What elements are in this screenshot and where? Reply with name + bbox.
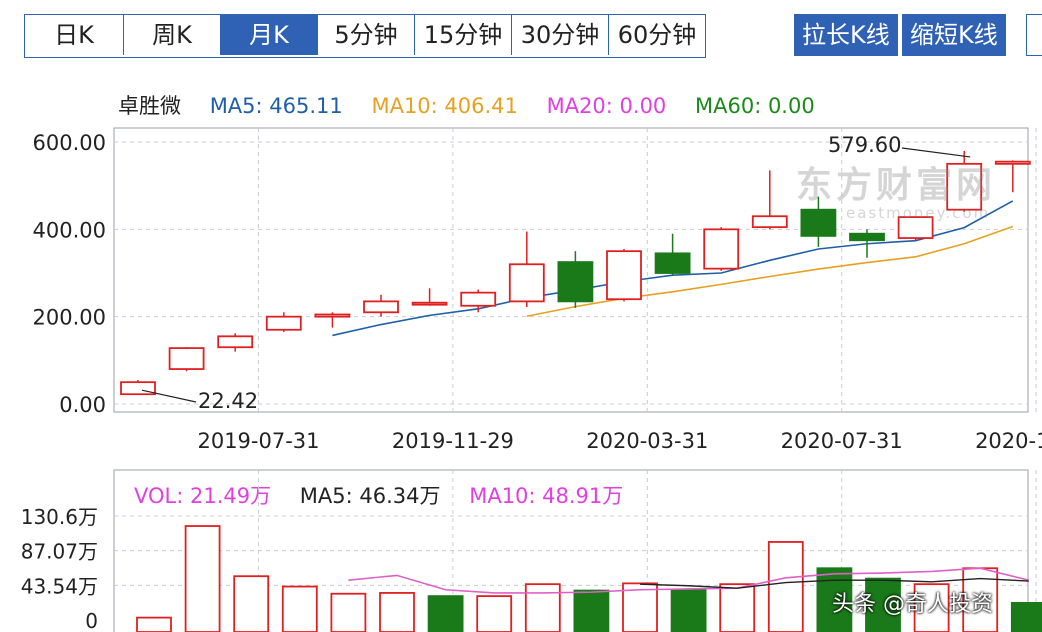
candle-body xyxy=(557,261,594,303)
date-tick-label: 2020-07-31 xyxy=(781,429,903,453)
vol-ma5-legend: MA5: 46.34万 xyxy=(299,484,441,508)
volume-bar xyxy=(622,582,658,632)
candle-body xyxy=(168,347,205,370)
volume-bar xyxy=(573,589,610,632)
volume-bar xyxy=(719,583,756,632)
price-tick-label: 200.00 xyxy=(33,306,106,330)
volume-bar xyxy=(1010,601,1042,632)
stock-name: 卓胜微 xyxy=(118,94,181,118)
ma60-legend: MA60: 0.00 xyxy=(694,94,815,118)
date-tick-label: 2019-07-31 xyxy=(197,429,319,453)
volume-bar xyxy=(330,592,367,632)
date-tick-label: 2020-11-30 xyxy=(975,429,1042,453)
shorten-kline-button[interactable]: 缩短K线 xyxy=(902,14,1006,56)
low-annotation-pointer xyxy=(141,389,197,403)
candle-body xyxy=(606,250,642,301)
volume-tick-label: 0 xyxy=(85,609,98,632)
tab-30min[interactable]: 30分钟 xyxy=(512,15,609,55)
ma10-line xyxy=(526,225,1014,318)
tab-5min[interactable]: 5分钟 xyxy=(318,15,415,55)
price-panel-frame xyxy=(113,127,1029,413)
volume-bar xyxy=(816,567,853,632)
volume-bar xyxy=(913,583,950,632)
volume-bar xyxy=(136,616,172,632)
candle-body xyxy=(314,313,351,318)
ma10-legend: MA10: 406.41 xyxy=(371,94,518,118)
high-annotation: 579.60 xyxy=(828,133,901,157)
volume-bar xyxy=(865,577,901,632)
volume-bar xyxy=(476,595,513,632)
tab-daily[interactable]: 日K xyxy=(25,15,124,55)
volume-tick-label: 43.54万 xyxy=(21,574,98,598)
volume-tick-label: 87.07万 xyxy=(21,540,98,564)
volume-ma5-line xyxy=(348,567,1029,594)
volume-tick-label: 130.6万 xyxy=(21,505,98,529)
candle-body xyxy=(217,335,254,349)
volume-bar xyxy=(670,588,707,632)
tab-monthly[interactable]: 月K xyxy=(221,15,318,55)
tab-weekly[interactable]: 周K xyxy=(124,15,221,55)
stretch-kline-button[interactable]: 拉长K线 xyxy=(794,14,898,56)
volume-bar xyxy=(524,583,561,632)
candle-body xyxy=(654,252,691,274)
volume-ma10-line xyxy=(639,577,1029,589)
low-annotation: 22.42 xyxy=(198,389,258,413)
date-tick-label: 2020-03-31 xyxy=(586,429,708,453)
price-tick-label: 600.00 xyxy=(33,131,106,155)
credit-text: 头条 @奇人投资 xyxy=(832,592,993,617)
candle-body xyxy=(751,215,788,229)
volume-panel-frame xyxy=(113,469,1029,632)
volume-bar xyxy=(184,525,221,632)
date-tick-label: 2019-11-29 xyxy=(392,429,514,453)
ma20-legend: MA20: 0.00 xyxy=(546,94,667,118)
candle-body xyxy=(703,228,740,270)
price-legend: 卓胜微 MA5: 465.11 MA10: 406.41 MA20: 0.00 … xyxy=(118,90,837,120)
candle-body xyxy=(265,315,302,331)
period-tabs: 日K 周K 月K 5分钟 15分钟 30分钟 60分钟 xyxy=(24,14,706,58)
volume-bar xyxy=(427,595,464,632)
tab-60min[interactable]: 60分钟 xyxy=(609,15,705,55)
candle-body xyxy=(460,291,497,307)
candle-body xyxy=(363,300,399,314)
volume-bar xyxy=(767,541,804,632)
volume-legend: VOL: 21.49万 MA5: 46.34万 MA10: 48.91万 xyxy=(134,480,645,510)
ma5-legend: MA5: 465.11 xyxy=(209,94,343,118)
tab-15min[interactable]: 15分钟 xyxy=(415,15,512,55)
candle-body xyxy=(508,263,545,303)
vol-legend: VOL: 21.49万 xyxy=(134,484,272,508)
volume-bar xyxy=(281,585,318,632)
candle-body xyxy=(411,301,448,306)
more-button[interactable] xyxy=(1026,14,1042,56)
high-annotation-pointer xyxy=(901,147,971,158)
candle-body xyxy=(849,232,885,242)
price-tick-label: 0.00 xyxy=(59,393,106,417)
vol-ma10-legend: MA10: 48.91万 xyxy=(469,484,624,508)
candle-body xyxy=(897,216,934,239)
candle-body xyxy=(800,208,837,237)
volume-bar xyxy=(233,575,270,632)
candle-body xyxy=(946,162,983,211)
volume-bar xyxy=(379,592,415,632)
price-tick-label: 400.00 xyxy=(33,218,106,242)
candle-body xyxy=(994,160,1031,165)
